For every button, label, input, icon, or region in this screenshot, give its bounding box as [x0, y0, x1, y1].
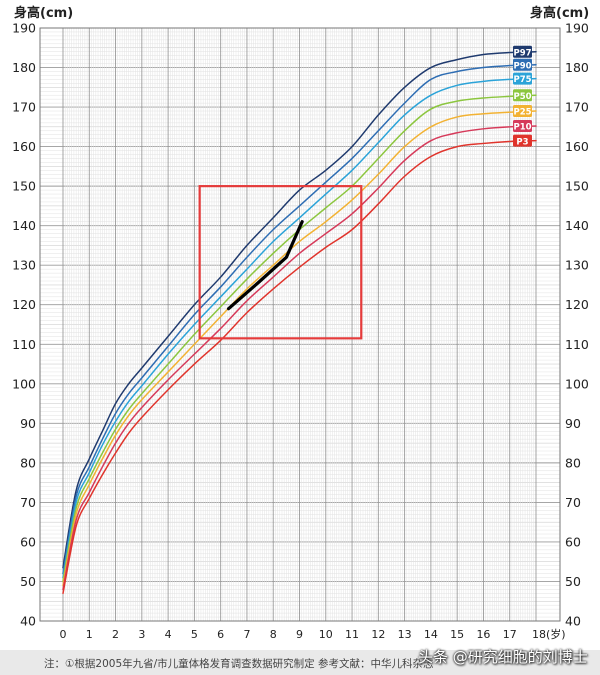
y-tick-label-right: 100 — [565, 376, 589, 391]
x-tick-label: 2 — [112, 628, 119, 641]
legend-swatch — [513, 134, 532, 147]
y-tick-label-left: 40 — [20, 614, 36, 629]
legend-item-p97: P97 — [513, 45, 532, 58]
highlight-box — [198, 185, 363, 340]
x-tick-label: 16 — [476, 628, 490, 641]
legend-swatch — [513, 58, 532, 71]
y-tick-label-left: 130 — [12, 258, 36, 273]
legend: P97 P90 P75 P50 P25 P10 P3 — [513, 45, 532, 147]
x-tick-label: 0 — [60, 628, 67, 641]
y-tick-label-right: 60 — [565, 534, 581, 549]
y-tick-label-left: 70 — [20, 495, 36, 510]
y-tick-label-left: 90 — [20, 416, 36, 431]
x-tick-label: 18(岁) — [532, 627, 566, 641]
y-tick-label-right: 120 — [565, 297, 589, 312]
legend-item-p3: P3 — [513, 134, 532, 147]
legend-swatch — [513, 120, 532, 133]
y-tick-label-right: 140 — [565, 218, 589, 233]
y-tick-label-right: 190 — [565, 21, 589, 36]
percentile-line-p75 — [62, 77, 537, 579]
y-tick-label-left: 120 — [12, 297, 36, 312]
y-tick-label-left: 50 — [20, 574, 36, 589]
legend-label: P25 — [513, 108, 531, 118]
y-tick-label-right: 180 — [565, 60, 589, 75]
percentile-line-p50 — [62, 94, 537, 583]
footnote-bar — [0, 650, 600, 675]
x-tick-label: 1 — [86, 628, 93, 641]
x-tick-label: 7 — [243, 628, 250, 641]
x-tick-label: 13 — [398, 628, 412, 641]
legend-label: P10 — [513, 123, 531, 133]
watermark-text: 头条 @研究细胞的刘博士 — [418, 648, 588, 666]
y-tick-label-right: 70 — [565, 495, 581, 510]
y-tick-label-left: 190 — [12, 21, 36, 36]
legend-swatch — [513, 72, 532, 85]
legend-item-p50: P50 — [513, 89, 532, 102]
y-tick-label-left: 110 — [12, 337, 36, 352]
legend-swatch — [513, 45, 532, 58]
legend-label: P97 — [513, 48, 531, 58]
grid — [40, 27, 560, 622]
legend-item-p90: P90 — [513, 58, 532, 71]
x-tick-label: 9 — [296, 628, 303, 641]
y-tick-label-left: 170 — [12, 100, 36, 115]
x-tick-label: 12 — [371, 628, 385, 641]
y-tick-label-left: 140 — [12, 218, 36, 233]
x-tick-label: 17 — [503, 628, 517, 641]
y-tick-label-left: 60 — [20, 534, 36, 549]
x-tick-label: 5 — [191, 628, 198, 641]
y-tick-label-right: 90 — [565, 416, 581, 431]
legend-label: P3 — [516, 137, 528, 147]
y-tick-label-right: 150 — [565, 179, 589, 194]
legend-label: P75 — [513, 75, 531, 85]
x-tick-label: 15 — [450, 628, 464, 641]
x-tick-label: 11 — [345, 628, 359, 641]
y-tick-label-right: 130 — [565, 258, 589, 273]
x-tick-label: 8 — [270, 628, 277, 641]
y-tick-label-left: 180 — [12, 60, 36, 75]
legend-item-p75: P75 — [513, 72, 532, 85]
y-tick-label-left: 100 — [12, 376, 36, 391]
percentile-line-p25 — [62, 110, 537, 587]
y-axis-label-right: 身高(cm) — [530, 5, 589, 21]
percentile-line-p90 — [62, 64, 537, 575]
percentile-line-p3 — [62, 139, 537, 595]
y-tick-label-right: 110 — [565, 337, 589, 352]
legend-swatch — [513, 105, 532, 118]
y-tick-label-right: 50 — [565, 574, 581, 589]
legend-swatch — [513, 89, 532, 102]
legend-label: P90 — [513, 61, 531, 71]
y-tick-label-right: 40 — [565, 614, 581, 629]
y-tick-label-right: 160 — [565, 139, 589, 154]
x-tick-label: 4 — [165, 628, 172, 641]
annotation-layer — [198, 185, 363, 340]
legend-item-p25: P25 — [513, 105, 532, 118]
y-axis-label-left: 身高(cm) — [14, 5, 73, 21]
plot-frame — [39, 27, 561, 622]
percentile-line-p10 — [62, 125, 537, 591]
measured-height-line — [226, 220, 304, 311]
y-tick-label-left: 160 — [12, 139, 36, 154]
y-tick-label-left: 80 — [20, 455, 36, 470]
x-tick-label: 6 — [217, 628, 224, 641]
x-tick-label: 3 — [138, 628, 145, 641]
legend-item-p10: P10 — [513, 120, 532, 133]
y-tick-label-right: 80 — [565, 455, 581, 470]
footnote-text: 注：①根据2005年九省/市儿童体格发育调查数据研究制定 参考文献：中华儿科杂志 — [44, 658, 434, 670]
x-tick-label: 10 — [319, 628, 333, 641]
y-tick-label-left: 150 — [12, 179, 36, 194]
x-tick-label: 14 — [424, 628, 438, 641]
series-lines — [62, 50, 537, 595]
legend-label: P50 — [513, 92, 531, 102]
percentile-line-p97 — [62, 50, 537, 569]
y-tick-label-right: 170 — [565, 100, 589, 115]
